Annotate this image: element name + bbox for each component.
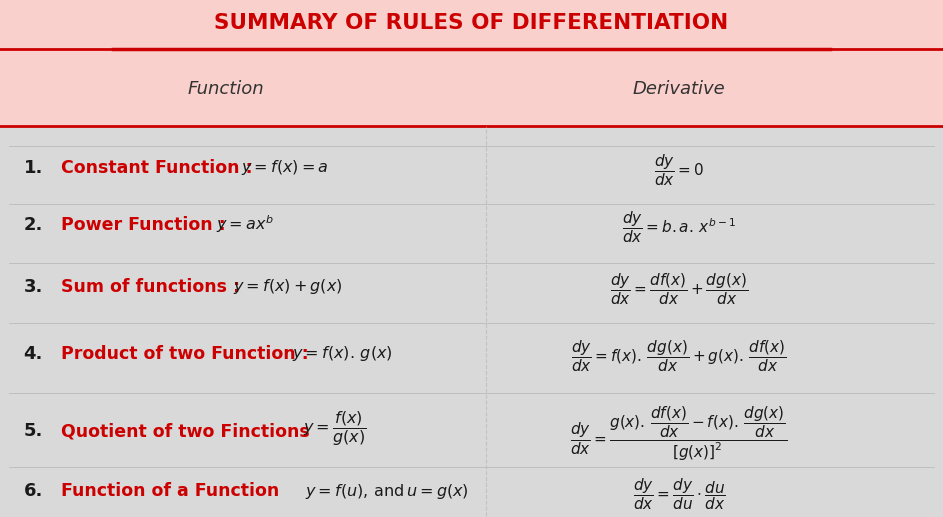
Text: 6.: 6. [24,482,43,500]
Text: Derivative: Derivative [633,80,725,98]
Text: Quotient of two Finctions: Quotient of two Finctions [61,422,310,440]
Text: $y = f(x) = a$: $y = f(x) = a$ [241,158,329,177]
Text: $\dfrac{dy}{dx} = b.a.\, x^{b-1}$: $\dfrac{dy}{dx} = b.a.\, x^{b-1}$ [622,209,736,245]
Text: 2.: 2. [24,216,43,234]
FancyBboxPatch shape [0,0,943,90]
FancyBboxPatch shape [0,52,943,127]
Text: $\dfrac{dy}{dx} = \dfrac{g(x).\,\dfrac{df(x)}{dx} - f(x).\,\dfrac{dg(x)}{dx}}{[g: $\dfrac{dy}{dx} = \dfrac{g(x).\,\dfrac{d… [571,404,787,463]
Text: Function: Function [188,80,265,98]
Text: 1.: 1. [24,159,43,177]
Text: $\dfrac{dy}{dx} = \dfrac{dy}{du} \cdot \dfrac{du}{dx}$: $\dfrac{dy}{dx} = \dfrac{dy}{du} \cdot \… [633,476,725,512]
Text: Constant Function :: Constant Function : [61,159,253,177]
Text: $y = f(x).\, g(x)$: $y = f(x).\, g(x)$ [292,344,393,363]
Text: 5.: 5. [24,422,43,440]
Text: $\dfrac{dy}{dx} = f(x).\,\dfrac{dg(x)}{dx} + g(x).\,\dfrac{df(x)}{dx}$: $\dfrac{dy}{dx} = f(x).\,\dfrac{dg(x)}{d… [571,338,786,374]
Text: $y = \dfrac{f(x)}{g(x)}$: $y = \dfrac{f(x)}{g(x)}$ [303,409,367,448]
Text: $y = ax^{b}$: $y = ax^{b}$ [216,214,274,235]
Text: $\dfrac{dy}{dx} = \dfrac{df(x)}{dx} + \dfrac{dg(x)}{dx}$: $\dfrac{dy}{dx} = \dfrac{df(x)}{dx} + \d… [610,271,748,307]
Text: $y = f(x) + g(x)$: $y = f(x) + g(x)$ [233,277,342,296]
Text: Function of a Function: Function of a Function [61,482,279,500]
Text: Power Function :: Power Function : [61,216,226,234]
Text: 3.: 3. [24,278,43,296]
Text: 4.: 4. [24,345,43,362]
Text: $\dfrac{dy}{dx} = 0$: $\dfrac{dy}{dx} = 0$ [654,153,703,188]
Text: Sum of functions :: Sum of functions : [61,278,240,296]
Text: Product of two Function :: Product of two Function : [61,345,309,362]
Text: $y = f(u),\, \text{and}\, u = g(x)$: $y = f(u),\, \text{and}\, u = g(x)$ [305,482,469,501]
Text: SUMMARY OF RULES OF DIFFERENTIATION: SUMMARY OF RULES OF DIFFERENTIATION [214,13,729,33]
